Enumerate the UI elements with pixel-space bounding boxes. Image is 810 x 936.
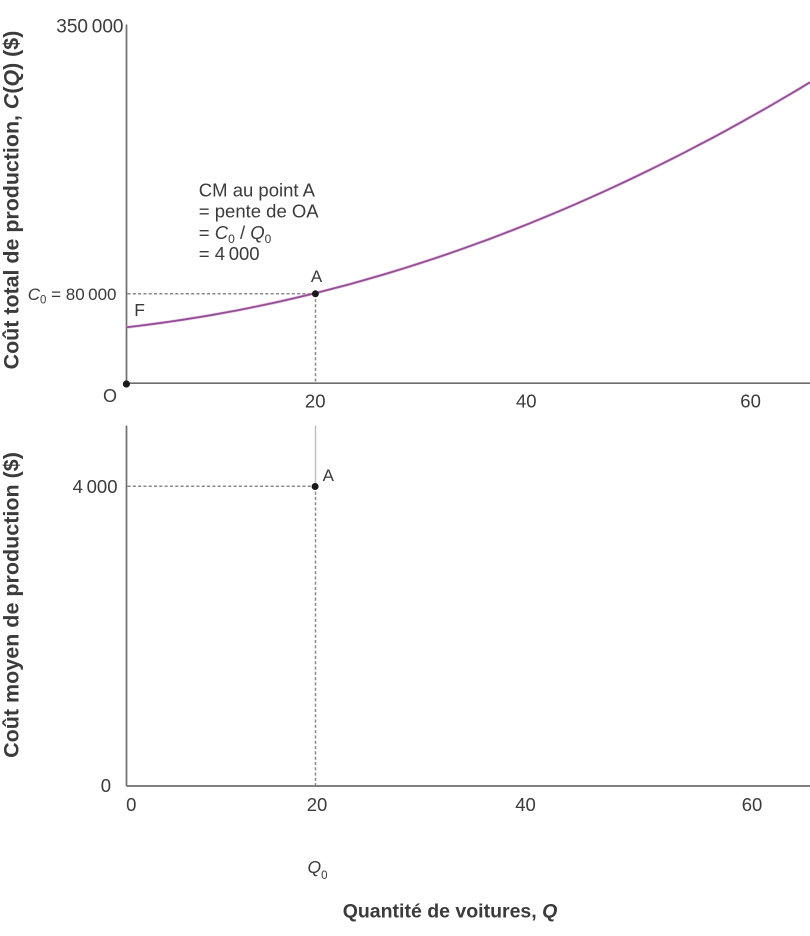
svg-text:= 4 000: = 4 000	[199, 243, 260, 264]
svg-text:A: A	[311, 267, 323, 286]
svg-text:60: 60	[742, 794, 763, 815]
svg-text:350 000: 350 000	[56, 17, 123, 38]
svg-text:40: 40	[515, 794, 536, 815]
svg-text:20: 20	[305, 390, 326, 411]
svg-text:A: A	[323, 466, 335, 485]
svg-text:= C0 / Q0: = C0 / Q0	[199, 222, 272, 246]
svg-text:= pente de OA: = pente de OA	[199, 201, 319, 222]
svg-text:60: 60	[740, 390, 761, 411]
svg-text:0: 0	[101, 775, 111, 796]
svg-text:Coût total de production, C(Q): Coût total de production, C(Q) ($)	[0, 31, 24, 370]
svg-text:C0 = 80 000: C0 = 80 000	[28, 285, 117, 307]
svg-text:F: F	[134, 300, 145, 320]
svg-text:Coût moyen de production ($): Coût moyen de production ($)	[0, 452, 24, 758]
svg-text:CM au point A: CM au point A	[199, 180, 316, 201]
svg-text:40: 40	[516, 390, 537, 411]
svg-text:0: 0	[126, 794, 136, 815]
svg-text:O: O	[103, 386, 117, 406]
svg-text:20: 20	[307, 794, 328, 815]
svg-text:Quantité de voitures, Q: Quantité de voitures, Q	[343, 901, 558, 923]
svg-text:4 000: 4 000	[73, 476, 118, 497]
